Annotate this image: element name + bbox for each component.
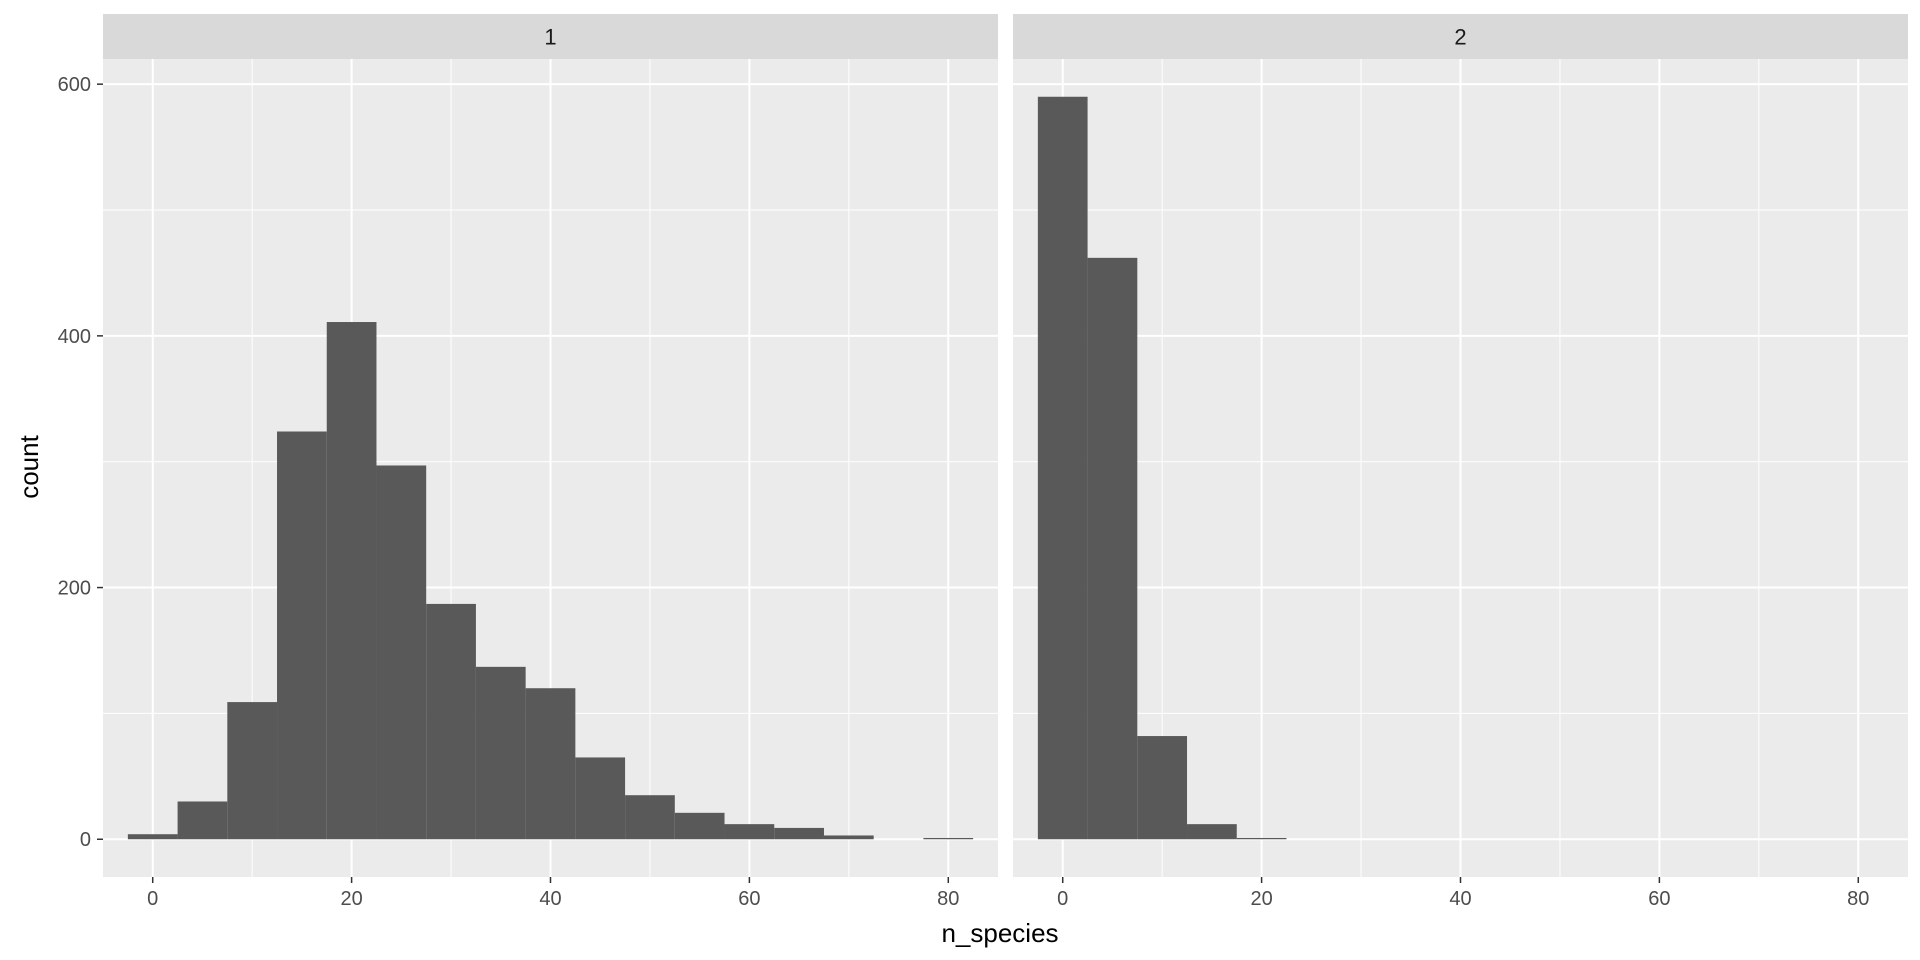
x-tick-label: 20: [1250, 888, 1272, 910]
x-tick-label: 0: [1057, 888, 1068, 910]
x-tick-label: 80: [1847, 888, 1869, 910]
histogram-bar: [1137, 736, 1188, 840]
y-tick-label: 400: [58, 326, 91, 348]
x-tick-label: 60: [1648, 888, 1670, 910]
y-axis-title: count: [14, 434, 44, 498]
histogram-bar: [227, 702, 278, 840]
histogram-bar: [127, 834, 178, 840]
facet-strip-label: 2: [1454, 25, 1466, 50]
histogram-bar: [277, 431, 327, 840]
histogram-bar: [525, 688, 576, 840]
histogram-bar: [475, 666, 526, 840]
facet-panel-2: 20 20 40 60 80: [1013, 14, 1908, 910]
histogram-bar: [1037, 96, 1088, 840]
histogram-bar: [575, 757, 626, 840]
histogram-bar: [376, 465, 427, 840]
y-tick-label: 200: [58, 578, 91, 600]
histogram-bar: [1236, 837, 1287, 840]
histogram-bar: [625, 795, 675, 840]
histogram-bar: [923, 837, 974, 840]
histogram-bar: [426, 603, 476, 840]
facet-strip-label: 1: [544, 25, 556, 50]
x-tick-label: 0: [147, 888, 158, 910]
y-tick-label: 600: [58, 74, 91, 96]
histogram-bar: [1087, 257, 1138, 840]
histogram-bar: [774, 827, 824, 840]
x-tick-label: 80: [937, 888, 959, 910]
x-tick-label: 60: [738, 888, 760, 910]
x-axis-title: n_species: [941, 918, 1058, 948]
x-tick-label: 40: [1449, 888, 1471, 910]
facet-panel-1: 1 0 20 40 60 80 0 200 400 600: [58, 14, 998, 910]
histogram-bar: [724, 824, 775, 840]
histogram-bar: [823, 835, 874, 840]
histogram-bar: [177, 801, 228, 840]
y-tick-label: 0: [80, 829, 91, 851]
facet-strip: [1013, 14, 1908, 59]
histogram-bar: [1187, 824, 1237, 840]
histogram-bar: [326, 322, 377, 840]
facet-strip: [103, 14, 998, 59]
x-tick-label: 40: [539, 888, 561, 910]
x-tick-label: 20: [340, 888, 362, 910]
histogram-bar: [674, 812, 725, 840]
